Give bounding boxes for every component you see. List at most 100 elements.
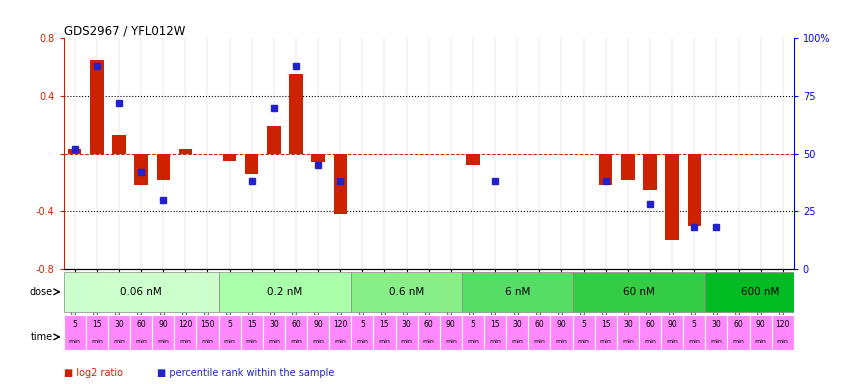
Text: min: min <box>69 339 81 344</box>
Bar <box>550 315 572 349</box>
Text: min: min <box>467 339 479 344</box>
Text: min: min <box>577 339 589 344</box>
Bar <box>267 126 280 154</box>
Bar <box>462 315 484 349</box>
Bar <box>374 315 396 349</box>
Text: 5: 5 <box>692 320 697 329</box>
Text: min: min <box>113 339 125 344</box>
Text: 30: 30 <box>402 320 412 329</box>
Text: 15: 15 <box>380 320 390 329</box>
Text: 60 nM: 60 nM <box>623 287 655 297</box>
Bar <box>572 271 706 312</box>
Bar <box>621 154 634 180</box>
Text: 600 nM: 600 nM <box>741 287 780 297</box>
Bar <box>179 149 192 154</box>
Text: 6 nM: 6 nM <box>504 287 530 297</box>
Bar <box>351 271 462 312</box>
Text: dose: dose <box>30 287 53 297</box>
Text: 90: 90 <box>756 320 766 329</box>
Bar <box>688 154 701 226</box>
Text: 90: 90 <box>446 320 456 329</box>
Text: 5: 5 <box>582 320 586 329</box>
Bar <box>418 315 440 349</box>
Bar <box>599 154 612 185</box>
Text: 90: 90 <box>313 320 323 329</box>
Bar <box>617 315 639 349</box>
Text: min: min <box>179 339 191 344</box>
Text: 30: 30 <box>269 320 278 329</box>
Text: min: min <box>201 339 213 344</box>
Text: min: min <box>246 339 258 344</box>
Bar <box>223 154 236 161</box>
Bar <box>639 315 661 349</box>
Text: min: min <box>711 339 722 344</box>
Bar <box>644 154 656 190</box>
Text: 60: 60 <box>734 320 744 329</box>
Bar <box>594 315 617 349</box>
Text: min: min <box>622 339 634 344</box>
Text: min: min <box>135 339 147 344</box>
Text: 60: 60 <box>424 320 434 329</box>
Text: 60: 60 <box>291 320 301 329</box>
Text: min: min <box>157 339 169 344</box>
Bar <box>329 315 351 349</box>
Bar <box>290 74 302 154</box>
Text: ■ log2 ratio: ■ log2 ratio <box>64 368 122 378</box>
Bar <box>108 315 130 349</box>
Text: 60: 60 <box>645 320 655 329</box>
Text: 120: 120 <box>776 320 790 329</box>
Bar <box>240 315 263 349</box>
Text: 150: 150 <box>200 320 215 329</box>
Bar <box>351 315 374 349</box>
Text: min: min <box>555 339 567 344</box>
Bar <box>772 315 794 349</box>
Text: min: min <box>379 339 391 344</box>
Text: 5: 5 <box>228 320 232 329</box>
Text: 0.2 nM: 0.2 nM <box>267 287 302 297</box>
Bar <box>506 315 528 349</box>
Bar <box>466 154 480 165</box>
Bar <box>134 154 148 185</box>
Text: 120: 120 <box>333 320 347 329</box>
Text: min: min <box>599 339 611 344</box>
Bar <box>307 315 329 349</box>
Bar <box>64 271 218 312</box>
Bar <box>64 315 86 349</box>
Text: min: min <box>733 339 745 344</box>
Bar <box>750 315 772 349</box>
Text: ■ percentile rank within the sample: ■ percentile rank within the sample <box>157 368 335 378</box>
Bar <box>462 271 572 312</box>
Bar <box>90 60 104 154</box>
Bar <box>440 315 462 349</box>
Bar <box>130 315 152 349</box>
Text: min: min <box>91 339 103 344</box>
Bar <box>68 149 82 154</box>
Text: min: min <box>335 339 346 344</box>
Text: 60: 60 <box>535 320 544 329</box>
Text: 30: 30 <box>114 320 124 329</box>
Bar <box>706 271 816 312</box>
Text: min: min <box>312 339 324 344</box>
Text: 5: 5 <box>72 320 77 329</box>
Bar <box>218 271 351 312</box>
Text: GDS2967 / YFL012W: GDS2967 / YFL012W <box>64 24 185 37</box>
Bar <box>484 315 506 349</box>
Text: min: min <box>489 339 501 344</box>
Text: 90: 90 <box>159 320 168 329</box>
Bar <box>156 154 170 180</box>
Text: 90: 90 <box>667 320 677 329</box>
Bar <box>396 315 418 349</box>
Text: min: min <box>223 339 235 344</box>
Bar <box>112 135 126 154</box>
Bar <box>334 154 347 214</box>
Bar <box>728 315 750 349</box>
Text: 30: 30 <box>623 320 633 329</box>
Text: 15: 15 <box>92 320 102 329</box>
Bar <box>218 315 240 349</box>
Text: 90: 90 <box>557 320 566 329</box>
Bar <box>706 315 728 349</box>
Text: 15: 15 <box>601 320 610 329</box>
Text: 5: 5 <box>470 320 475 329</box>
Bar <box>196 315 218 349</box>
Bar <box>528 315 550 349</box>
